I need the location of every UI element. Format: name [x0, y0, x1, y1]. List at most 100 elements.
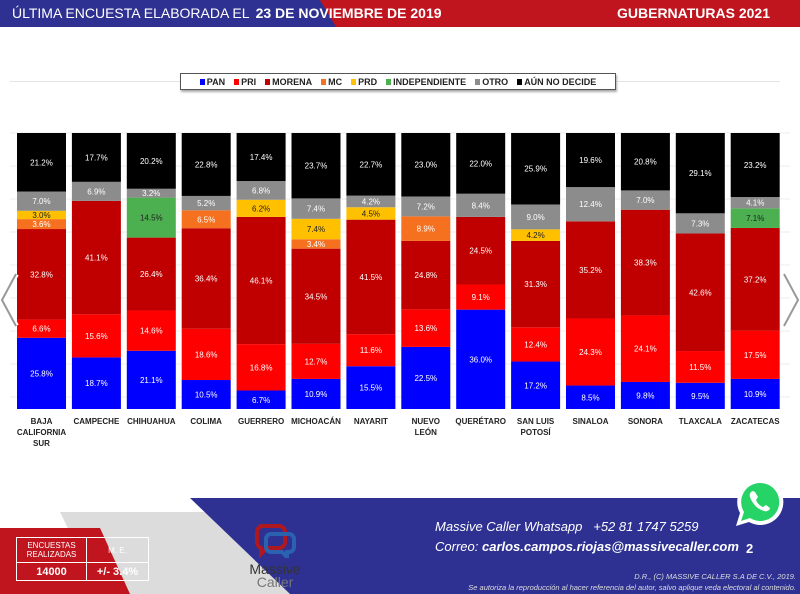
- data-label: 4.1%: [746, 199, 764, 208]
- legend-item-a-n-no-decide: AÚN NO DECIDE: [517, 77, 596, 87]
- data-label: 4.5%: [362, 209, 380, 218]
- data-label: 12.7%: [305, 357, 328, 366]
- data-label: 9.5%: [691, 392, 709, 401]
- data-label: 3.6%: [32, 220, 50, 229]
- x-tick-label: NAYARIT: [341, 416, 401, 427]
- x-tick-label: QUERÉTARO: [451, 416, 511, 427]
- email-contact: Correo: carlos.campos.riojas@massivecall…: [435, 539, 739, 554]
- x-tick-label-line: SAN LUIS: [516, 417, 555, 426]
- bar-segment: [126, 350, 176, 409]
- legend-item-morena: MORENA: [265, 77, 312, 87]
- bar-segment: [566, 385, 615, 409]
- data-label: 4.2%: [362, 197, 380, 206]
- data-label: 41.1%: [85, 254, 108, 263]
- bar-segment: [675, 213, 725, 234]
- bar-segment: [346, 195, 396, 208]
- legend-item-otro: OTRO: [475, 77, 508, 87]
- data-label: 9.1%: [472, 293, 490, 302]
- legend-swatch: [351, 78, 357, 85]
- data-label: 14.6%: [140, 327, 163, 336]
- data-label: 29.1%: [689, 169, 712, 178]
- bar-segment: [236, 199, 286, 217]
- data-label: 22.8%: [195, 160, 218, 169]
- email-label: Correo:: [435, 539, 479, 554]
- chevron-right-icon[interactable]: [780, 270, 800, 330]
- legend-item-pan: PAN: [199, 77, 225, 87]
- data-label: 20.2%: [140, 157, 163, 166]
- x-tick-label-line: QUERÉTARO: [455, 417, 506, 426]
- x-tick-label: SONORA: [615, 416, 675, 427]
- bar-segment: [620, 190, 670, 210]
- x-tick-label-line: SUR: [33, 439, 50, 448]
- chevron-left-icon[interactable]: [0, 270, 20, 330]
- bar-segment: [730, 330, 780, 379]
- email-link[interactable]: carlos.campos.riojas@massivecaller.com: [481, 539, 739, 554]
- data-label: 3.0%: [32, 211, 50, 220]
- data-label: 5.2%: [197, 199, 215, 208]
- bar-segment: [71, 133, 121, 182]
- bar-segment: [291, 218, 341, 240]
- data-label: 24.8%: [414, 271, 437, 280]
- data-label: 17.7%: [85, 153, 108, 162]
- bar-segment: [291, 133, 341, 199]
- x-tick-label-line: ZACATECAS: [730, 417, 780, 426]
- data-label: 10.9%: [744, 390, 767, 399]
- legend-item-mc: MC: [321, 77, 342, 87]
- data-label: 8.4%: [472, 201, 490, 210]
- x-tick-label-line: CALIFORNIA: [16, 428, 67, 437]
- legend-label: OTRO: [482, 76, 509, 87]
- bar-segment: [71, 200, 121, 315]
- x-tick-label-line: MICHOACÁN: [291, 417, 341, 426]
- data-label: 17.5%: [744, 351, 767, 360]
- bar-segment: [511, 133, 561, 205]
- legend-item-prd: PRD: [351, 77, 377, 87]
- massive-caller-logo: Massive Caller: [245, 522, 305, 589]
- whatsapp-icon[interactable]: [734, 476, 786, 528]
- bar-segment: [346, 219, 396, 335]
- bar-segment: [236, 216, 286, 345]
- bar-segment: [456, 133, 506, 194]
- whatsapp-label: Massive Caller Whatsapp: [435, 519, 583, 534]
- data-label: 12.4%: [579, 200, 602, 209]
- data-label: 19.6%: [579, 156, 602, 165]
- data-label: 24.3%: [579, 348, 602, 357]
- bar-segment: [346, 133, 396, 196]
- bar-segment: [181, 228, 231, 329]
- data-label: 31.3%: [524, 280, 547, 289]
- data-label: 6.8%: [252, 186, 270, 195]
- data-label: 6.9%: [87, 187, 105, 196]
- data-label: 26.4%: [140, 270, 163, 279]
- bar-segment: [126, 237, 176, 311]
- data-label: 20.8%: [634, 158, 657, 167]
- whatsapp-number[interactable]: +52 81 1747 5259: [593, 519, 699, 534]
- bar-segment: [181, 195, 231, 211]
- data-label: 25.9%: [524, 165, 547, 174]
- legend-swatch: [321, 78, 327, 85]
- legend-label: AÚN NO DECIDE: [524, 76, 597, 87]
- bar-segment: [730, 208, 780, 228]
- bar-segment: [346, 334, 396, 367]
- bar-segment: [71, 314, 121, 358]
- bar-segment: [401, 309, 451, 347]
- x-tick-label: GUERRERO: [231, 416, 291, 427]
- legend-item-pri: PRI: [234, 77, 256, 87]
- data-label: 3.2%: [142, 189, 160, 198]
- data-label: 9.8%: [636, 391, 654, 400]
- bar-segment: [675, 233, 725, 352]
- bar-segment: [291, 378, 341, 409]
- bar-segment: [566, 318, 615, 386]
- legend-swatch: [517, 78, 523, 85]
- data-label: 36.4%: [195, 274, 218, 283]
- bar-segment: [17, 210, 66, 220]
- bar-segment: [456, 216, 506, 285]
- page-number: 2: [746, 541, 754, 556]
- bar-segment: [456, 284, 506, 310]
- bar-segment: [730, 133, 780, 198]
- bar-segment: [17, 229, 66, 320]
- x-tick-label-line: NAYARIT: [353, 417, 388, 426]
- bar-segment: [401, 240, 451, 310]
- data-label: 6.2%: [252, 204, 270, 213]
- bar-segment: [620, 209, 670, 316]
- data-label: 24.5%: [469, 247, 492, 256]
- data-label: 17.2%: [524, 381, 547, 390]
